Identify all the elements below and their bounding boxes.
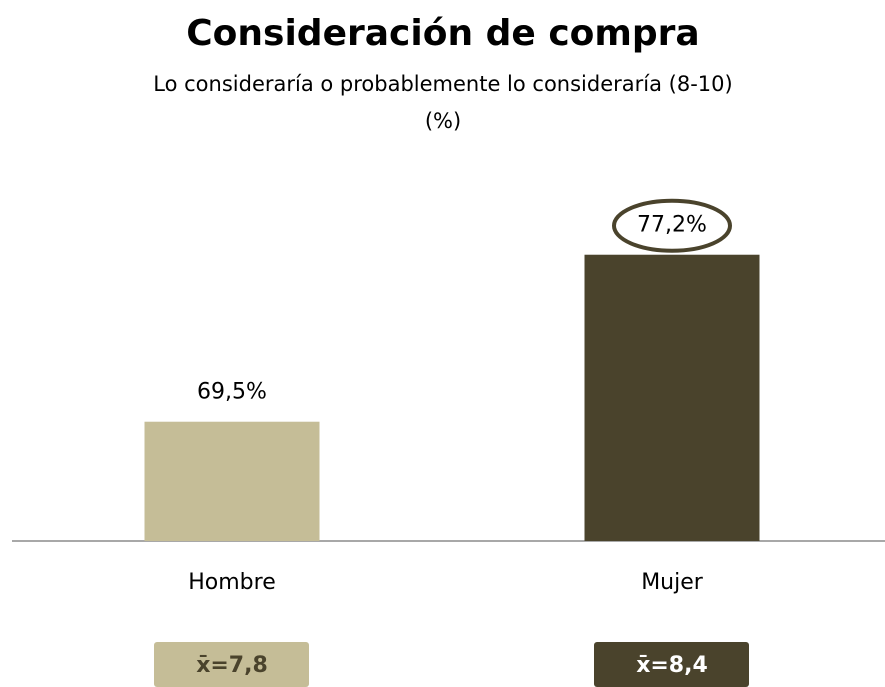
mean-label: x̄=7,8: [196, 653, 268, 678]
chart-title: Consideración de compra: [186, 13, 699, 54]
chart-subtitle: Lo consideraría o probablemente lo consi…: [153, 72, 732, 96]
value-label: 77,2%: [637, 213, 707, 238]
value-label: 69,5%: [197, 380, 267, 405]
unit-label: (%): [425, 109, 461, 133]
mean-label: x̄=8,4: [636, 653, 708, 678]
bar: [144, 421, 320, 541]
mean-box: [154, 642, 309, 687]
x-tick-label: Mujer: [641, 570, 704, 595]
bar: [584, 254, 760, 541]
mean-box: [594, 642, 749, 687]
x-tick-label: Hombre: [188, 570, 276, 595]
highlight-ellipse: [612, 198, 732, 253]
